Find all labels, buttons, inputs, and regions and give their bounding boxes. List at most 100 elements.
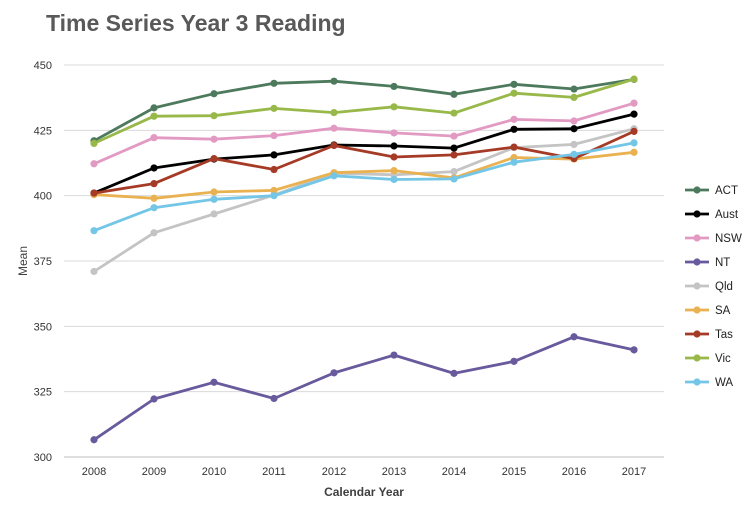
y-tick-label: 425 (34, 125, 52, 137)
data-point-aust (270, 151, 278, 159)
legend-marker (693, 306, 701, 314)
legend-label: SA (715, 305, 731, 317)
series-line-qld (93, 127, 635, 273)
legend-item-aust: Aust (685, 209, 739, 221)
data-point-sa (390, 166, 398, 175)
data-point-wa (90, 227, 98, 235)
y-tick-label: 325 (34, 387, 52, 399)
legend-marker (693, 258, 701, 266)
x-tick-label: 2012 (322, 466, 346, 478)
data-point-act (330, 77, 338, 85)
data-point-nsw (510, 115, 518, 123)
series-wa (90, 139, 638, 235)
legend-marker (693, 210, 701, 218)
data-point-wa (570, 150, 578, 158)
data-point-aust (510, 125, 518, 133)
chart-title: Time Series Year 3 Reading (46, 10, 346, 36)
data-point-nsw (90, 160, 98, 168)
data-point-sa (270, 186, 278, 195)
series-line-nt (93, 335, 635, 441)
legend-item-qld: Qld (685, 281, 733, 293)
data-point-wa (390, 175, 398, 184)
data-point-act (570, 85, 578, 93)
data-point-vic (150, 112, 158, 120)
data-point-vic (210, 112, 218, 120)
data-point-nsw (210, 135, 218, 143)
legend-item-act: ACT (685, 185, 738, 197)
data-point-tas (210, 154, 218, 163)
legend: ACT Aust NSW NT Qld SA Tas Vic WA (685, 185, 742, 389)
legend-item-sa: SA (685, 305, 731, 317)
x-tick-label: 2011 (262, 466, 286, 478)
legend-item-vic: Vic (685, 353, 731, 365)
y-tick-label: 300 (34, 452, 52, 464)
legend-marker (693, 330, 701, 338)
x-tick-label: 2008 (82, 466, 106, 478)
series-line-act (93, 78, 635, 143)
x-tick-label: 2015 (502, 466, 526, 478)
legend-marker (693, 354, 701, 362)
data-point-aust (570, 125, 578, 133)
legend-marker (693, 378, 701, 386)
data-point-tas (330, 141, 338, 150)
legend-label: Qld (715, 281, 733, 293)
series-line-tas (93, 130, 635, 195)
x-axis-label: Calendar Year (324, 485, 404, 499)
data-point-aust (450, 144, 458, 152)
data-point-wa (510, 158, 518, 166)
data-point-act (150, 104, 158, 112)
data-point-vic (630, 75, 638, 83)
series-lines (90, 75, 638, 444)
legend-label: NSW (715, 233, 742, 245)
data-point-tas (450, 151, 458, 159)
data-point-nsw (450, 132, 458, 140)
data-point-nt (270, 394, 278, 403)
data-point-qld (150, 229, 158, 237)
data-point-vic (510, 89, 518, 97)
data-point-sa (210, 188, 218, 196)
data-point-nt (150, 395, 158, 403)
data-point-vic (570, 93, 578, 102)
legend-label: Tas (715, 329, 733, 341)
series-vic (90, 75, 638, 147)
y-tick-label: 400 (34, 191, 52, 203)
data-point-act (210, 90, 218, 98)
x-axis-ticks: 2008 2009 2010 2011 2012 2013 2014 2015 2016 2017 (82, 466, 646, 478)
data-point-aust (390, 142, 398, 150)
data-point-tas (270, 165, 278, 174)
data-point-aust (630, 110, 638, 118)
data-point-nsw (390, 129, 398, 137)
y-tick-label: 375 (34, 256, 52, 268)
legend-item-wa: WA (685, 377, 733, 389)
data-point-act (510, 80, 518, 88)
data-point-nt (630, 346, 638, 354)
data-point-nsw (630, 99, 638, 107)
data-point-vic (450, 109, 458, 117)
legend-label: WA (715, 377, 733, 389)
legend-label: Vic (715, 353, 731, 365)
y-tick-label: 350 (34, 321, 52, 333)
legend-item-nsw: NSW (685, 233, 742, 245)
data-point-wa (150, 204, 158, 212)
data-point-tas (150, 180, 158, 188)
x-tick-label: 2009 (142, 466, 166, 478)
data-point-tas (630, 127, 638, 135)
series-nt (90, 333, 638, 444)
series-qld (90, 125, 638, 276)
x-tick-label: 2013 (382, 466, 406, 478)
data-point-nt (330, 369, 338, 377)
data-point-vic (90, 139, 98, 147)
data-point-vic (330, 108, 338, 117)
series-nsw (90, 99, 638, 168)
data-point-nsw (270, 131, 278, 140)
series-tas (90, 127, 638, 197)
data-point-act (450, 90, 458, 98)
data-point-vic (270, 104, 278, 112)
x-tick-label: 2016 (562, 466, 586, 478)
data-point-aust (150, 164, 158, 172)
x-tick-label: 2017 (622, 466, 646, 478)
legend-marker (693, 282, 701, 290)
data-point-qld (450, 168, 458, 176)
data-point-nt (210, 378, 218, 386)
